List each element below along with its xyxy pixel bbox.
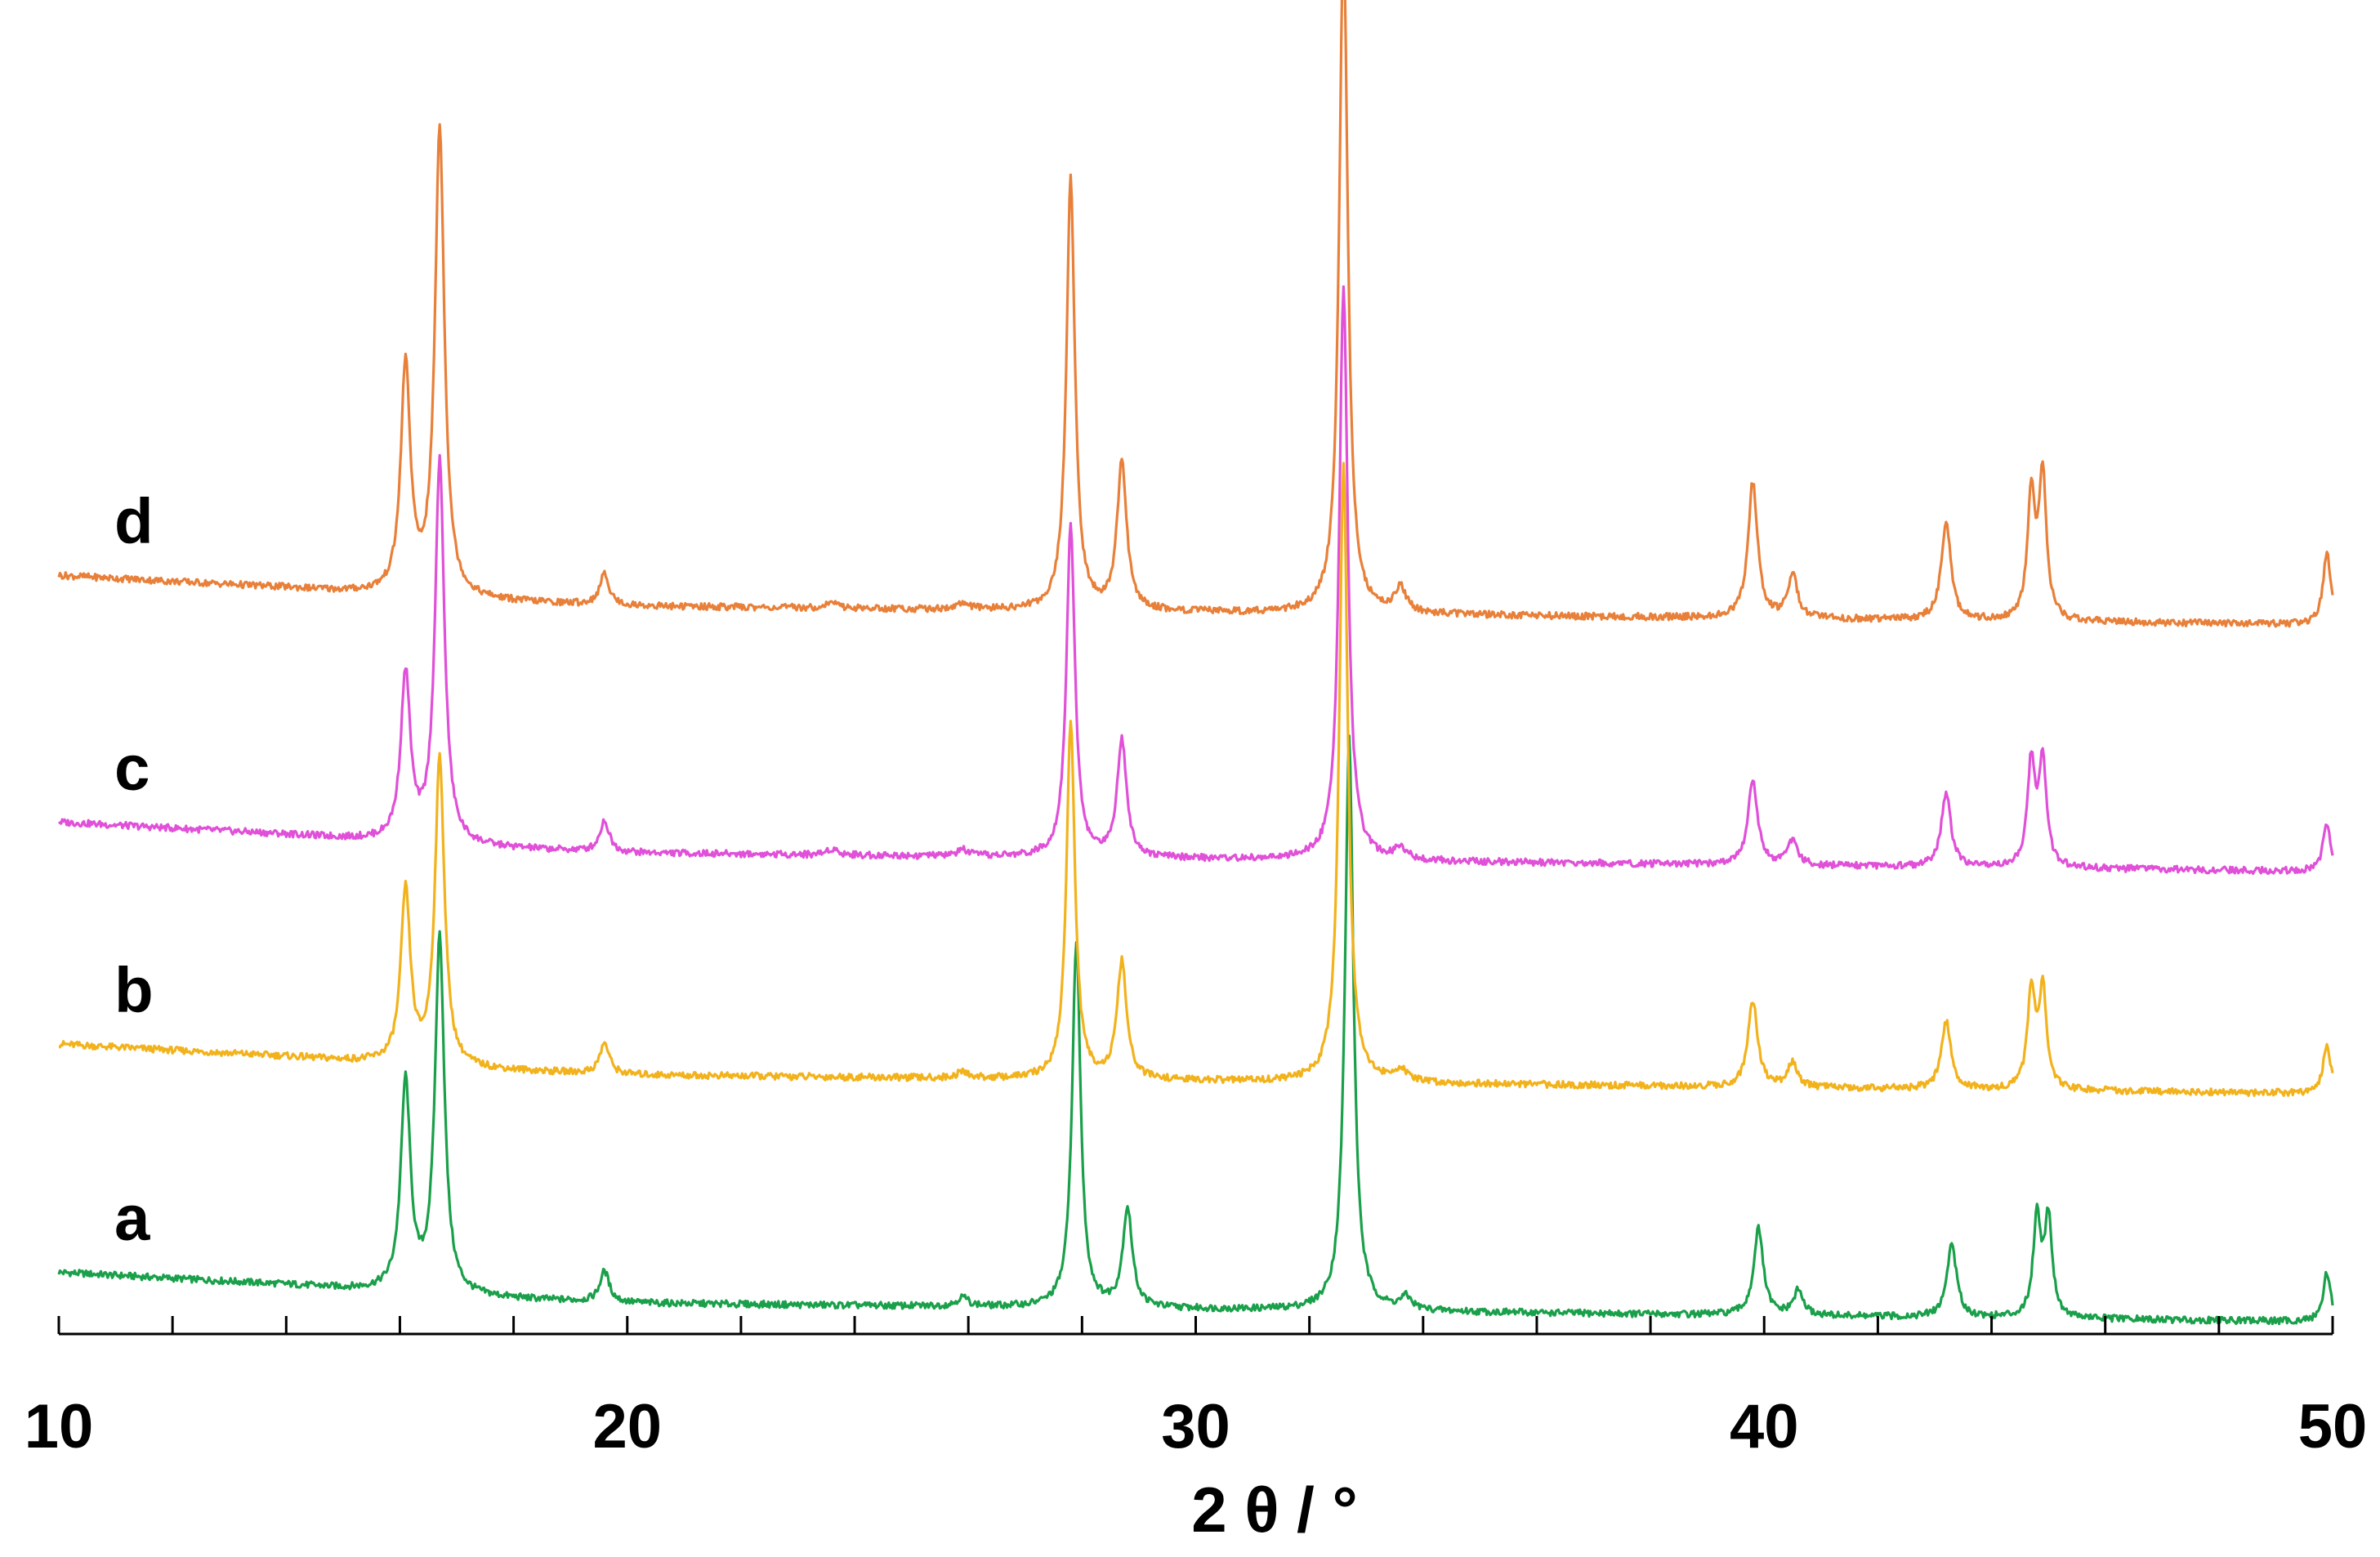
x-tick-label: 40 — [1730, 1392, 1799, 1461]
x-axis: 10 20 30 40 50 — [25, 1316, 2368, 1461]
x-tick-label: 10 — [25, 1392, 94, 1461]
series-line-d — [57, 0, 2334, 628]
series-line-a — [57, 734, 2334, 1326]
x-tick-label: 30 — [1161, 1392, 1230, 1461]
series-label-d: d — [114, 484, 154, 556]
x-tick-label: 50 — [2298, 1392, 2368, 1461]
x-tick-label: 20 — [592, 1392, 662, 1461]
series-labels: a b c d — [114, 484, 154, 1253]
series-label-b: b — [114, 953, 154, 1025]
series-label-a: a — [114, 1182, 150, 1254]
series-label-c: c — [114, 731, 150, 803]
x-axis-title: 2 θ / ° — [1191, 1474, 1357, 1546]
series-layer — [57, 0, 2334, 1326]
series-line-b — [58, 462, 2334, 1097]
series-line-c — [57, 285, 2334, 876]
